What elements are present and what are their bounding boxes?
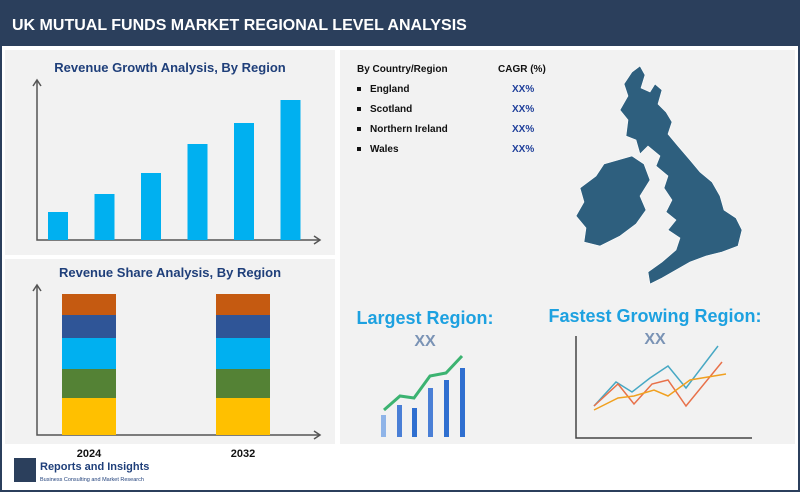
bar-segment (216, 338, 270, 369)
bar (94, 194, 115, 240)
region-name: Scotland (370, 104, 412, 115)
bar-segment (216, 294, 270, 315)
brand: Reports and Insights (40, 461, 149, 473)
region-name: Wales (370, 144, 399, 155)
chart-title: Revenue Share Analysis, By Region (59, 265, 281, 280)
bar-segment (62, 398, 116, 435)
bar (234, 123, 254, 240)
bullet (357, 127, 361, 131)
x-tick-label: 2032 (231, 448, 255, 460)
chart-title: Revenue Growth Analysis, By Region (54, 60, 285, 75)
bar-segment (62, 315, 116, 338)
bullet (357, 87, 361, 91)
region-name: Northern Ireland (370, 124, 448, 135)
bar-segment (216, 398, 270, 435)
logo-mark (14, 458, 36, 482)
largest-region-title: Largest Region: (356, 308, 493, 328)
bar (141, 173, 161, 240)
cagr-value: XX% (512, 144, 534, 155)
table-header: CAGR (%) (498, 64, 546, 75)
region-name: England (370, 84, 409, 95)
table-header: By Country/Region (357, 64, 448, 75)
bar (280, 100, 301, 240)
bar (187, 144, 208, 240)
bar-segment (216, 315, 270, 338)
axis (36, 80, 320, 241)
x-tick-label: 2024 (77, 448, 102, 460)
bullet (357, 147, 361, 151)
bar-segment (62, 338, 116, 369)
header-bar (2, 2, 798, 46)
bar (48, 212, 68, 240)
axis-arrow (32, 283, 322, 440)
bar-segment (216, 369, 270, 398)
tagline: Business Consulting and Market Research (40, 477, 144, 483)
fastest-region-value: XX (644, 331, 666, 348)
bar-segment (62, 294, 116, 315)
bullet (357, 107, 361, 111)
fastest-region-title: Fastest Growing Region: (548, 306, 761, 326)
axes (32, 78, 322, 440)
growth-icon (381, 354, 465, 437)
axis-arrow (32, 78, 322, 245)
cagr-value: XX% (512, 124, 534, 135)
largest-region-value: XX (414, 333, 436, 350)
cagr-value: XX% (512, 104, 534, 115)
panel (5, 259, 335, 444)
header-title: UK MUTUAL FUNDS MARKET REGIONAL LEVEL AN… (12, 17, 467, 34)
bar-segment (62, 369, 116, 398)
uk-map (575, 65, 743, 285)
cagr-value: XX% (512, 84, 534, 95)
line-icon (575, 336, 752, 439)
